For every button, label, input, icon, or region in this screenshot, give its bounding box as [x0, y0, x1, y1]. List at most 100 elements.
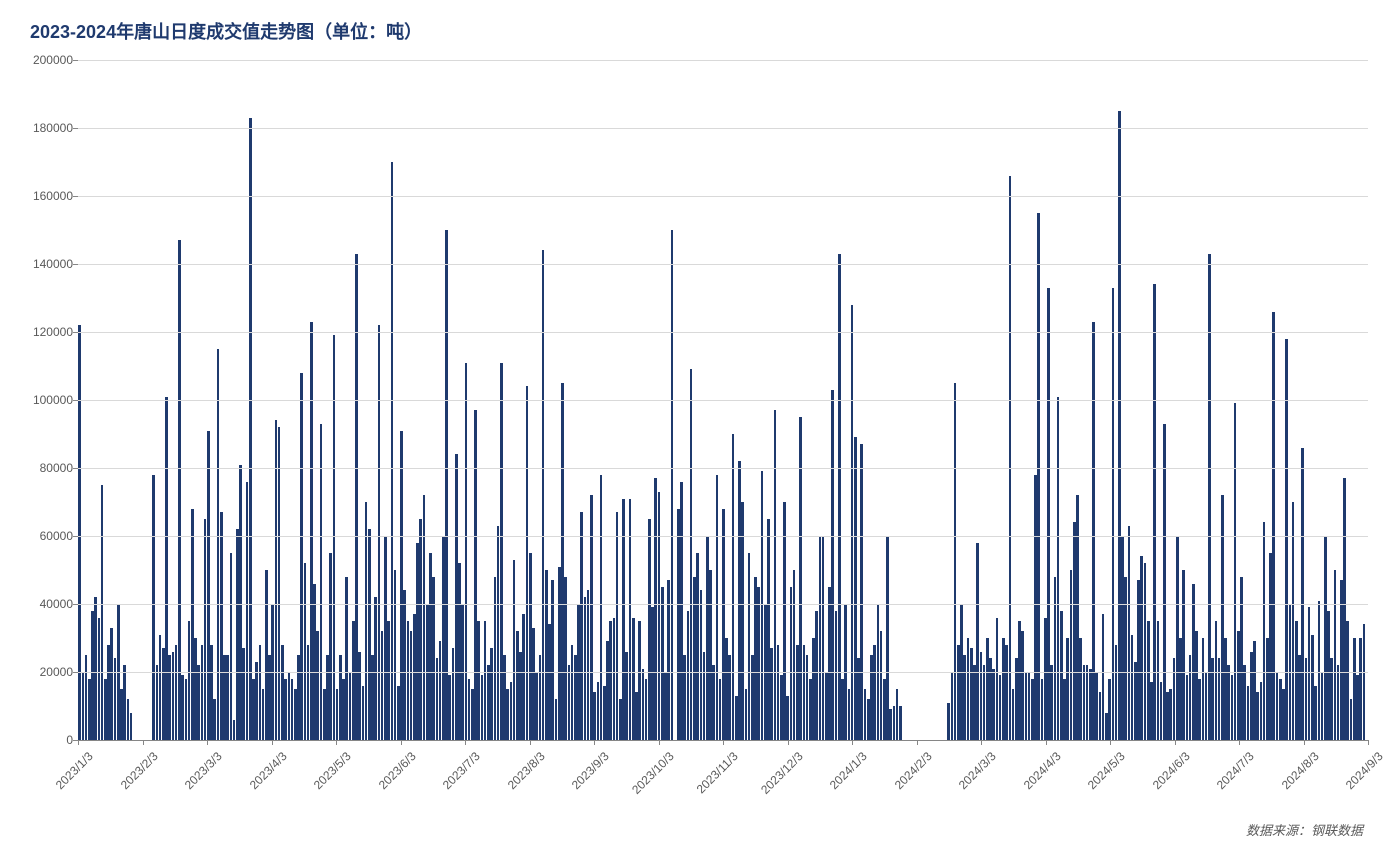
bar — [1182, 570, 1185, 740]
bar — [835, 611, 838, 740]
bar — [465, 363, 468, 740]
grid-line — [78, 400, 1368, 401]
y-tick-mark — [73, 332, 78, 333]
bar — [1334, 570, 1337, 740]
bar — [500, 363, 503, 740]
bar — [429, 553, 432, 740]
bar — [976, 543, 979, 740]
bar — [494, 577, 497, 740]
bar — [1105, 713, 1108, 740]
bar — [712, 665, 715, 740]
bar — [880, 631, 883, 740]
bar — [362, 686, 365, 740]
y-tick-mark — [73, 196, 78, 197]
bar — [709, 570, 712, 740]
bar — [384, 536, 387, 740]
bar — [223, 655, 226, 740]
bar — [658, 492, 661, 740]
y-tick-mark — [73, 536, 78, 537]
y-tick-mark — [73, 128, 78, 129]
bar — [793, 570, 796, 740]
bar — [803, 645, 806, 740]
bar — [1285, 339, 1288, 740]
bar — [587, 590, 590, 740]
bar — [1327, 611, 1330, 740]
bar — [259, 645, 262, 740]
bar — [1002, 638, 1005, 740]
bar — [1247, 686, 1250, 740]
bar — [1359, 638, 1362, 740]
grid-line — [78, 332, 1368, 333]
bar — [693, 577, 696, 740]
bar — [825, 672, 828, 740]
bar — [1025, 672, 1028, 740]
bar — [645, 679, 648, 740]
bar — [130, 713, 133, 740]
bar — [1266, 638, 1269, 740]
bar — [848, 689, 851, 740]
bar — [1208, 254, 1211, 740]
grid-line — [78, 468, 1368, 469]
bar — [584, 597, 587, 740]
bar — [1221, 495, 1224, 740]
source-label: 数据来源：钢联数据 — [1246, 820, 1363, 839]
bar — [774, 410, 777, 740]
bar — [873, 645, 876, 740]
bar — [1015, 658, 1018, 740]
bar — [687, 611, 690, 740]
bar — [767, 519, 770, 740]
bar — [741, 502, 744, 740]
bar — [1308, 607, 1311, 740]
bar — [703, 652, 706, 740]
bar — [358, 652, 361, 740]
bar — [1163, 424, 1166, 740]
bar — [790, 587, 793, 740]
bar — [770, 648, 773, 740]
bar — [706, 536, 709, 740]
bar — [828, 587, 831, 740]
bar — [1186, 675, 1189, 740]
bar — [725, 638, 728, 740]
bar — [722, 509, 725, 740]
bar — [1343, 478, 1346, 740]
bar — [316, 631, 319, 740]
grid-line — [78, 264, 1368, 265]
y-tick-label: 0 — [13, 733, 73, 747]
x-tick-mark — [1368, 740, 1369, 745]
bar — [226, 655, 229, 740]
bar — [1237, 631, 1240, 740]
bar — [1108, 679, 1111, 740]
bar — [677, 509, 680, 740]
bar — [1321, 672, 1324, 740]
bar — [468, 679, 471, 740]
bar — [207, 431, 210, 740]
bar — [593, 692, 596, 740]
bar — [822, 536, 825, 740]
bar — [246, 482, 249, 740]
bar — [664, 672, 667, 740]
bar — [1324, 536, 1327, 740]
bar — [326, 655, 329, 740]
bar — [239, 465, 242, 740]
bar — [1044, 618, 1047, 740]
bar — [484, 621, 487, 740]
bar — [249, 118, 252, 740]
bar — [893, 706, 896, 740]
bar — [1353, 638, 1356, 740]
bar — [487, 665, 490, 740]
bar — [432, 577, 435, 740]
bar — [1318, 601, 1321, 740]
bar — [168, 655, 171, 740]
bar — [85, 655, 88, 740]
bar — [265, 570, 268, 740]
bar — [403, 590, 406, 740]
bar — [307, 645, 310, 740]
bar — [345, 577, 348, 740]
bar — [1176, 536, 1179, 740]
bar — [980, 652, 983, 740]
bar — [1118, 111, 1121, 740]
x-tick-label: 2023/7/3 — [430, 749, 482, 801]
bar — [812, 638, 815, 740]
bar — [642, 669, 645, 740]
bar — [477, 621, 480, 740]
